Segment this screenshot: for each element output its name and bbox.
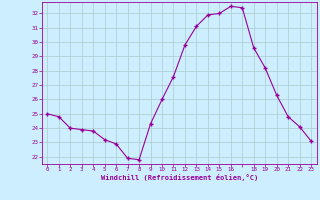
X-axis label: Windchill (Refroidissement éolien,°C): Windchill (Refroidissement éolien,°C) (100, 174, 258, 181)
